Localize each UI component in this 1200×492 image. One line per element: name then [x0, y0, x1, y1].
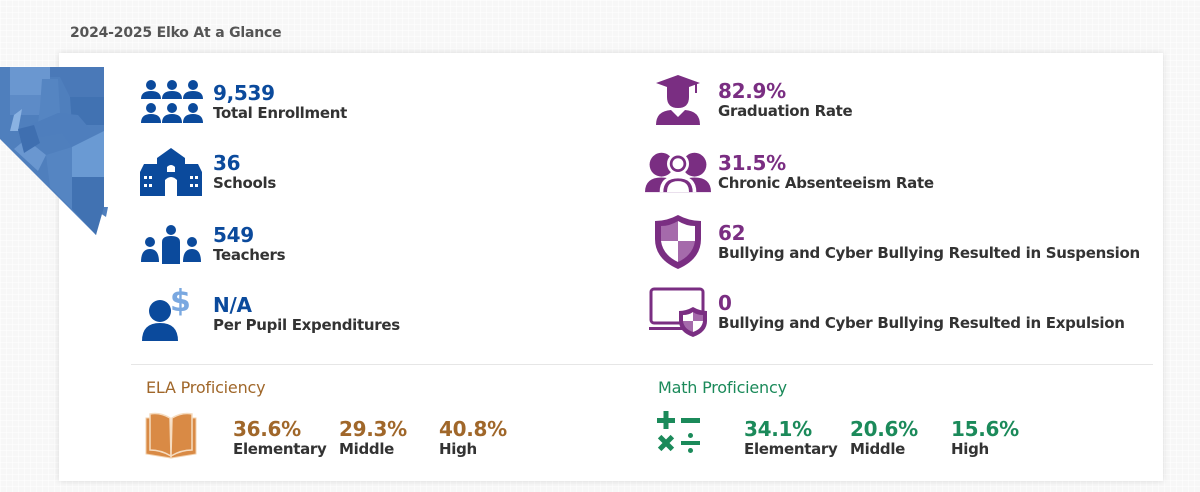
math-proficiency-title: Math Proficiency — [658, 378, 787, 397]
stat-value: 62 — [718, 221, 746, 245]
section-divider — [131, 364, 1153, 365]
stat-label: Bullying and Cyber Bullying Resulted in … — [718, 244, 1140, 262]
stat-value: 9,539 — [213, 81, 275, 105]
math-high: 15.6% High — [951, 418, 1019, 458]
ela-elementary: 36.6% Elementary — [233, 418, 327, 458]
stat-chronic-absenteeism: 31.5% Chronic Absenteeism Rate — [645, 148, 934, 196]
stat-label: Chronic Absenteeism Rate — [718, 174, 934, 192]
stat-graduation-rate: 82.9% Graduation Rate — [645, 75, 853, 125]
ela-middle: 29.3% Middle — [339, 418, 407, 458]
stat-label: Bullying and Cyber Bullying Resulted in … — [718, 314, 1125, 332]
stat-label: Total Enrollment — [213, 104, 347, 122]
math-high-label: High — [951, 440, 989, 458]
teachers-icon — [141, 225, 201, 264]
shield-icon — [655, 215, 701, 269]
graduate-icon — [656, 75, 700, 125]
math-middle-label: Middle — [850, 440, 906, 458]
ela-middle-value: 29.3% — [339, 417, 407, 441]
stat-value: 549 — [213, 223, 254, 247]
ela-high: 40.8% High — [439, 418, 507, 458]
stat-value: 82.9% — [718, 79, 786, 103]
stat-teachers: 549 Teachers — [140, 220, 286, 268]
stat-total-enrollment: 9,539 Total Enrollment — [140, 78, 347, 126]
stat-label: Per Pupil Expenditures — [213, 316, 400, 334]
ela-high-value: 40.8% — [439, 417, 507, 441]
stat-label: Teachers — [213, 246, 286, 264]
stat-bullying-expulsion: 0 Bullying and Cyber Bullying Resulted i… — [645, 287, 1125, 337]
svg-text:$: $ — [170, 287, 191, 319]
ela-elementary-value: 36.6% — [233, 417, 301, 441]
nevada-map-icon — [0, 67, 108, 235]
stat-value: 31.5% — [718, 151, 786, 175]
ela-middle-label: Middle — [339, 440, 395, 458]
page-title: 2024-2025 Elko At a Glance — [70, 25, 282, 41]
stat-value: 0 — [718, 291, 732, 315]
math-high-value: 15.6% — [951, 417, 1019, 441]
ela-elementary-label: Elementary — [233, 440, 327, 458]
book-icon — [145, 412, 197, 459]
math-operators-icon — [657, 411, 700, 453]
monitor-shield-icon — [649, 287, 707, 337]
math-elementary-label: Elementary — [744, 440, 838, 458]
ela-high-label: High — [439, 440, 477, 458]
math-elementary: 34.1% Elementary — [744, 418, 838, 458]
absent-people-icon — [645, 152, 711, 193]
math-elementary-value: 34.1% — [744, 417, 812, 441]
stat-label: Graduation Rate — [718, 102, 853, 120]
stat-bullying-suspension: 62 Bullying and Cyber Bullying Resulted … — [645, 215, 1140, 269]
math-middle: 20.6% Middle — [850, 418, 918, 458]
math-middle-value: 20.6% — [850, 417, 918, 441]
school-building-icon — [140, 148, 202, 196]
stat-schools: 36 Schools — [140, 148, 276, 196]
people-group-icon — [141, 80, 203, 123]
stat-per-pupil-expenditures: $ N/A Per Pupil Expenditures — [140, 287, 400, 341]
stat-label: Schools — [213, 174, 276, 192]
person-dollar-icon: $ — [142, 287, 191, 341]
stat-value: N/A — [213, 293, 252, 317]
ela-proficiency-title: ELA Proficiency — [146, 378, 266, 397]
stat-value: 36 — [213, 151, 241, 175]
at-a-glance-card — [59, 53, 1163, 481]
